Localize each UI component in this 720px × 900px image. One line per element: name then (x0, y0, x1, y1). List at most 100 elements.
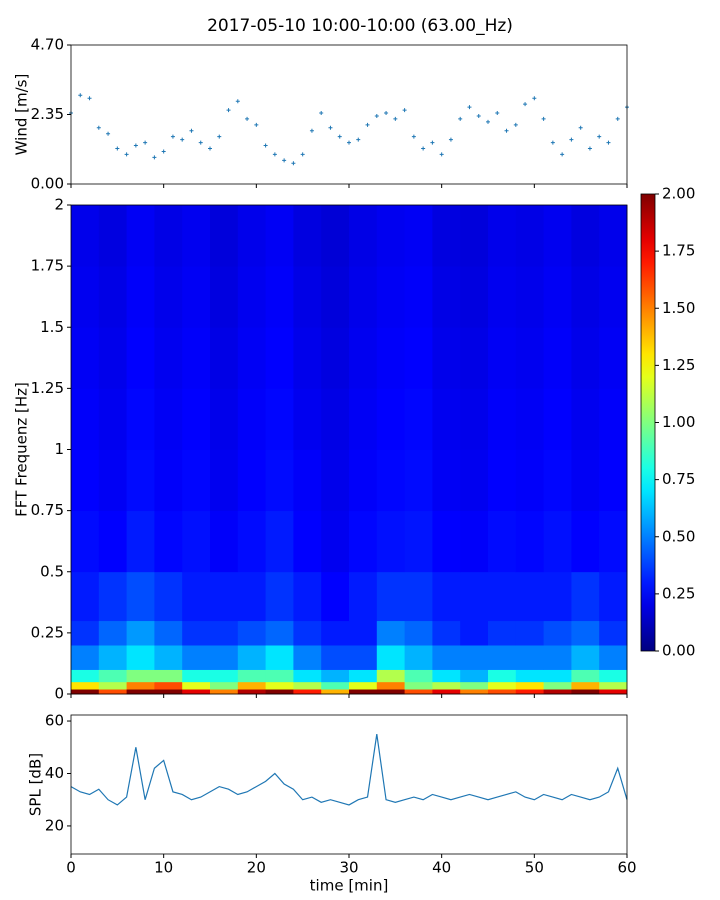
heat-cell (460, 645, 489, 670)
wind-point (78, 93, 83, 98)
heat-cell (321, 327, 350, 389)
heat-cell (321, 510, 350, 573)
heat-cell (488, 388, 517, 450)
heat-cell (571, 388, 600, 450)
wind-point (87, 96, 92, 101)
heat-cell (543, 645, 572, 670)
heat-cell (571, 645, 600, 670)
wind-point (235, 99, 240, 104)
colorbar-tick-label: 0.25 (662, 584, 695, 602)
heat-cell (71, 689, 100, 695)
heat-cell (293, 510, 322, 573)
wind-point (347, 140, 351, 145)
heat-cell (571, 205, 600, 267)
heat-cell (154, 681, 183, 690)
heat-cell (349, 510, 378, 573)
wind-point (606, 140, 611, 145)
heat-cell (293, 669, 322, 683)
wind-point (402, 108, 407, 113)
wind-point (513, 122, 518, 127)
heat-cell (543, 571, 572, 622)
heat-cell (460, 510, 489, 573)
heat-cell (265, 449, 294, 512)
heat-cell (432, 205, 461, 267)
heat-cell (154, 689, 183, 695)
heat-cell (599, 510, 628, 573)
heat-cell (265, 510, 294, 573)
heat-cell (376, 266, 405, 328)
wind-point (504, 128, 509, 133)
heat-cell (237, 205, 266, 267)
heat-cell (376, 681, 405, 690)
heat-cell (488, 620, 517, 646)
heat-cell (543, 510, 572, 573)
wind-point (523, 102, 528, 107)
heat-cell (98, 681, 127, 690)
x-tick-label: 10 (154, 859, 173, 877)
heat-cell (321, 205, 350, 267)
heat-cell (599, 388, 628, 450)
wind-point (291, 161, 296, 166)
wind-point (560, 152, 565, 157)
heat-cell (237, 327, 266, 389)
heat-cell (571, 510, 600, 573)
heat-cell (376, 388, 405, 450)
x-tick-label: 20 (247, 859, 266, 877)
wind-point (384, 111, 389, 116)
heat-cell (404, 669, 433, 683)
heat-cell (98, 620, 127, 646)
heat-cell (210, 620, 239, 646)
y-tick-label: 1 (54, 440, 64, 458)
heat-cell (321, 571, 350, 622)
heat-cell (321, 689, 350, 695)
heat-cell (237, 510, 266, 573)
heat-cell (182, 681, 211, 690)
heat-cell (432, 669, 461, 683)
heat-cell (154, 669, 183, 683)
heat-cell (182, 510, 211, 573)
wind-point (467, 105, 472, 110)
heat-cell (571, 266, 600, 328)
heat-cell (71, 510, 100, 573)
heat-cell (376, 327, 405, 389)
heat-cell (293, 449, 322, 512)
chart-title: 2017-05-10 10:00-10:00 (63.00_Hz) (207, 16, 513, 36)
heat-cell (237, 388, 266, 450)
colorbar-tick-label: 0.75 (662, 470, 695, 488)
heat-cell (293, 645, 322, 670)
heat-cell (71, 571, 100, 622)
heat-cell (599, 669, 628, 683)
y-axis-label: FFT Frequenz [Hz] (13, 382, 31, 517)
heat-cell (126, 571, 155, 622)
y-tick-label: 2 (54, 196, 64, 214)
heat-cell (154, 645, 183, 670)
heat-cell (265, 388, 294, 450)
heat-cell (154, 571, 183, 622)
wind-point (309, 128, 314, 133)
heat-cell (210, 205, 239, 267)
heat-cell (460, 681, 489, 690)
heat-cell (543, 620, 572, 646)
heat-cell (98, 645, 127, 670)
heat-cell (376, 689, 405, 695)
wind-point (143, 140, 148, 145)
heat-cell (98, 571, 127, 622)
heat-cell (265, 571, 294, 622)
heat-cell (376, 620, 405, 646)
panel (71, 205, 628, 695)
heat-cell (182, 669, 211, 683)
heat-cell (432, 449, 461, 512)
heat-cell (515, 449, 544, 512)
heat-cell (154, 327, 183, 389)
heat-cell (376, 510, 405, 573)
heat-cell (126, 669, 155, 683)
heat-cell (182, 645, 211, 670)
wind-point (430, 140, 435, 145)
y-axis-label: Wind [m/s] (13, 74, 31, 156)
heat-cell (488, 205, 517, 267)
heat-cell (98, 689, 127, 695)
y-tick-label: 40 (45, 764, 64, 782)
wind-point (254, 122, 259, 127)
wind-point (458, 116, 463, 121)
wind-point (495, 111, 500, 116)
